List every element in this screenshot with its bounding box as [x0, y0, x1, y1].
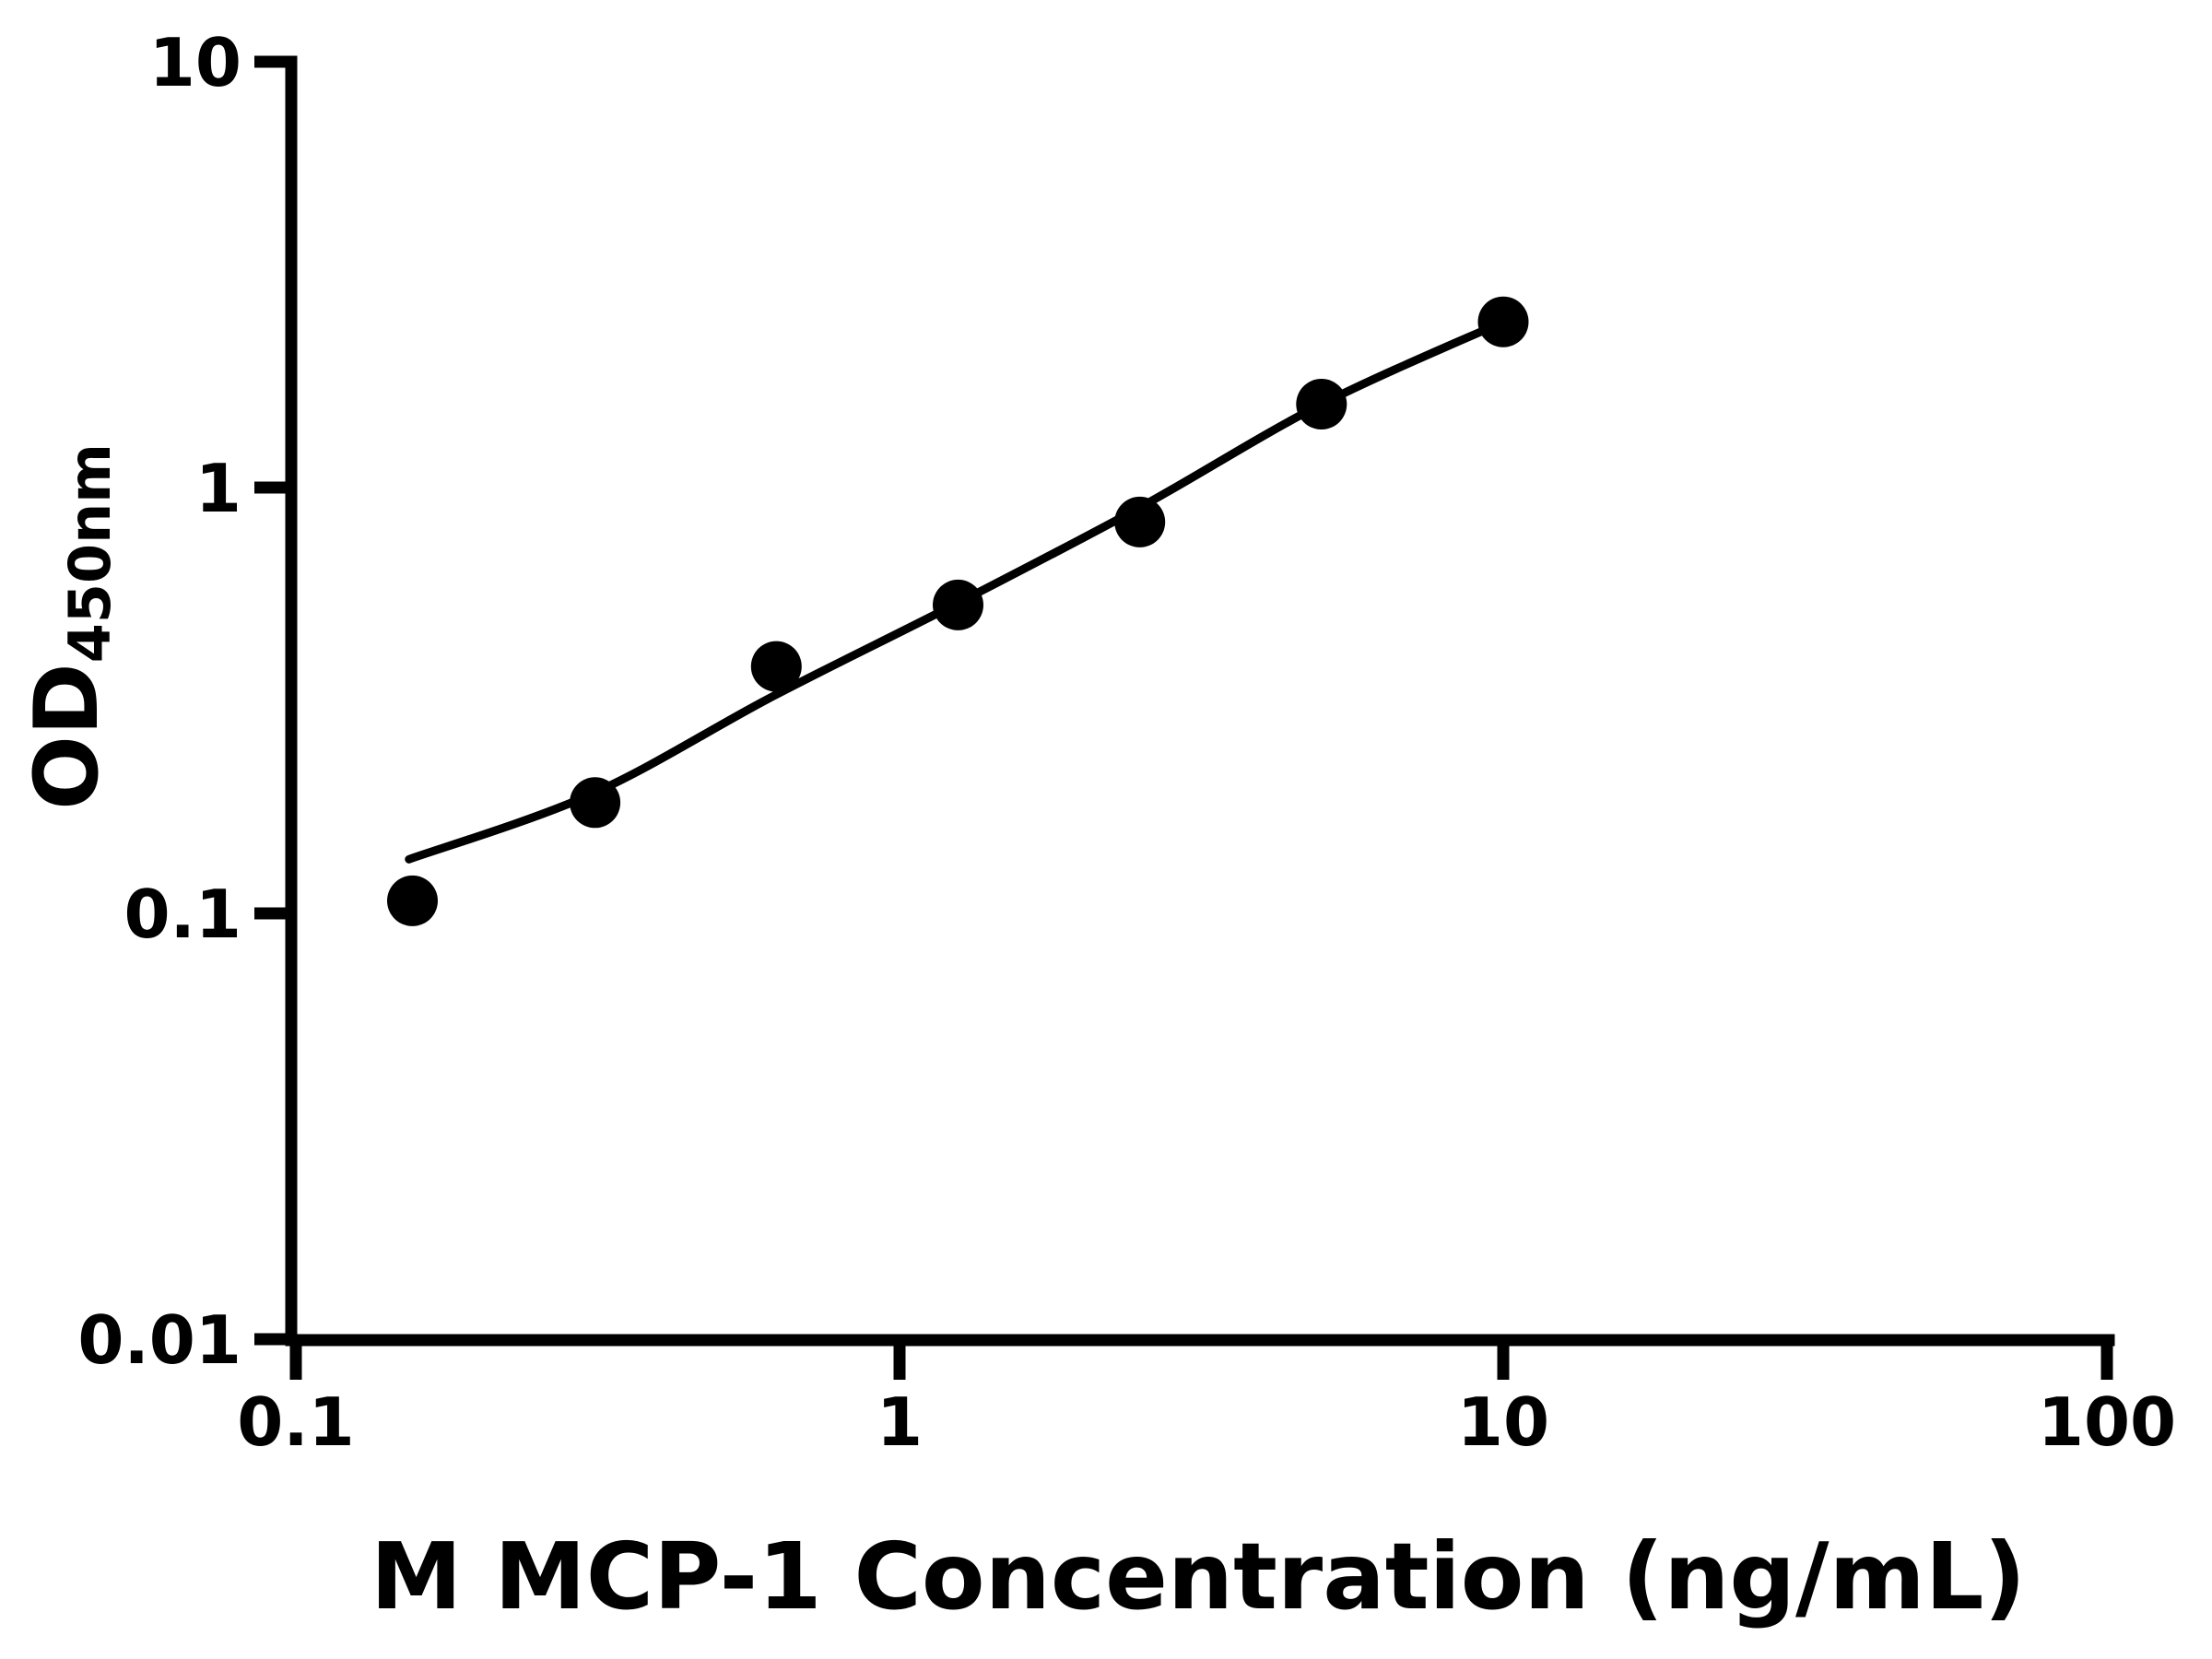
x-tick-label: 10: [1457, 1383, 1549, 1461]
data-point: [1296, 379, 1347, 429]
y-tick-label: 0.1: [124, 876, 241, 953]
y-axis-title: OD450nm: [17, 443, 124, 810]
data-point: [750, 641, 802, 692]
y-axis-title-main: OD: [17, 663, 118, 810]
y-axis-title-subscript: 450nm: [56, 443, 124, 663]
data-point: [933, 579, 983, 630]
data-point: [1477, 296, 1529, 347]
axes: [285, 55, 2115, 1347]
y-axis-ticks: [254, 55, 291, 1346]
x-tick-label: 1: [877, 1383, 923, 1461]
x-axis-tick-labels: 0.1 1 10 100: [237, 1383, 2176, 1461]
x-axis-ticks: [289, 1340, 2113, 1380]
data-point: [387, 875, 438, 926]
x-tick-label: 100: [2038, 1383, 2176, 1461]
y-axis-tick-labels: 10 1 0.1 0.01: [77, 24, 241, 1379]
x-axis-title: M MCP-1 Concentration (ng/mL): [371, 1523, 2026, 1630]
data-points: [387, 296, 1529, 926]
data-point: [570, 777, 621, 829]
y-tick-label: 10: [149, 24, 241, 101]
y-tick-label: 1: [195, 450, 241, 527]
data-point: [1114, 496, 1166, 547]
x-tick-label: 0.1: [237, 1383, 355, 1461]
y-tick-label: 0.01: [77, 1301, 241, 1379]
